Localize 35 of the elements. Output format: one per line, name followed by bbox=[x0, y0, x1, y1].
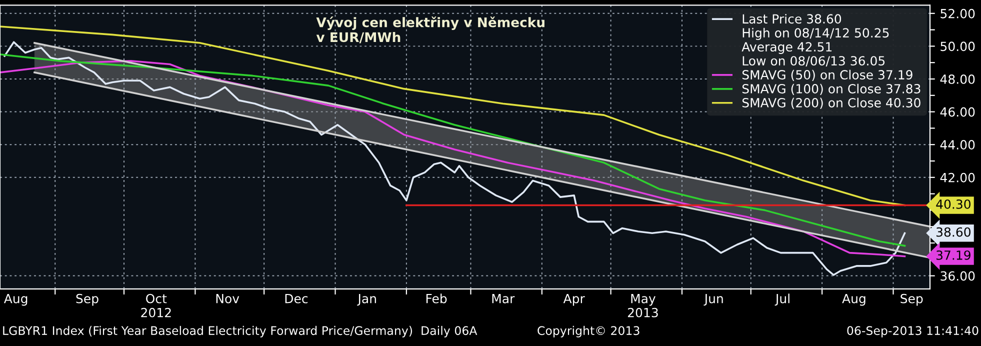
annotation: 38.60 bbox=[936, 227, 970, 237]
text: LGBYR1 Index (First Year Baseload Electricity Forward Price/Germany) Daily 06A bbox=[3, 326, 478, 338]
annotation: 40.30 bbox=[936, 199, 970, 209]
legend-label: Last Price 38.60 bbox=[742, 14, 842, 24]
x-tick-label: Dec bbox=[285, 294, 308, 304]
legend-label: SMAVG (200) on Close 40.30 bbox=[742, 98, 920, 109]
y-tick-label: 48.00 bbox=[940, 74, 975, 84]
annotation: Low on 08/06/13 36.05 bbox=[742, 56, 885, 67]
legend-label: SMAVG (100) on Close 37.83 bbox=[742, 84, 920, 95]
x-tick-label: Sep bbox=[76, 294, 98, 306]
x-tick-label: Mar bbox=[492, 294, 515, 304]
legend-label: SMAVG (50) on Close 37.19 bbox=[742, 70, 912, 81]
x-tick-label: Jan bbox=[357, 294, 376, 306]
x-tick-label: Apr bbox=[563, 294, 585, 306]
y-tick-label: 44.00 bbox=[940, 140, 975, 150]
x-tick-label: Sep bbox=[900, 294, 923, 306]
x-tick-label: Aug bbox=[4, 294, 28, 306]
x-tick-label: May 2013 bbox=[628, 294, 658, 318]
x-tick-label: Feb bbox=[426, 294, 447, 304]
annotation: Average 42.51 bbox=[742, 42, 832, 54]
text: Copyright© 2013 bbox=[538, 326, 640, 338]
x-tick-label: Aug bbox=[842, 294, 866, 306]
x-tick-label: Nov bbox=[216, 294, 240, 304]
text: 06-Sep-2013 11:41:40 bbox=[847, 326, 978, 338]
y-tick-label: 36.00 bbox=[940, 271, 975, 281]
annotation: 37.19 bbox=[936, 250, 970, 260]
text: Vývoj cen elektřiny v Německu v EUR/MWh bbox=[316, 16, 544, 44]
y-tick-label: 42.00 bbox=[940, 172, 975, 182]
y-tick-label: 46.00 bbox=[940, 107, 975, 117]
x-tick-label: Jun bbox=[704, 294, 723, 306]
y-tick-label: 50.00 bbox=[940, 42, 975, 52]
y-tick-label: 52.00 bbox=[940, 8, 975, 18]
annotation: High on 08/14/12 50.25 bbox=[742, 28, 889, 40]
x-tick-label: Jul bbox=[774, 294, 790, 306]
x-tick-label: Oct 2012 bbox=[141, 294, 171, 318]
